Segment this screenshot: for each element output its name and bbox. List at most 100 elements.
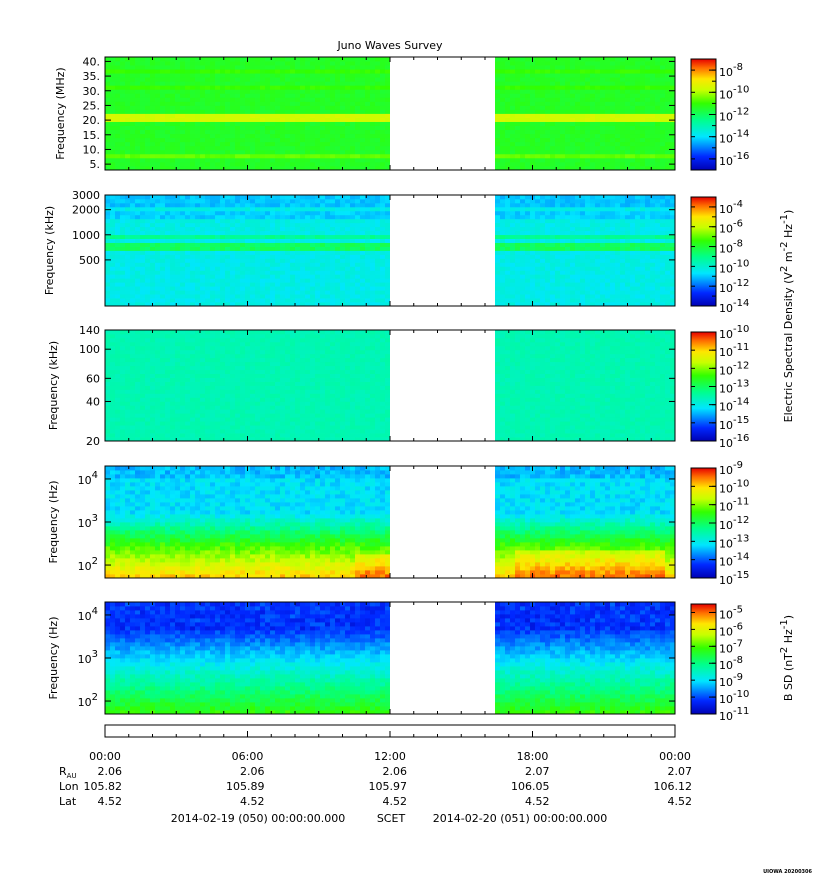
colorbar-gradient bbox=[690, 603, 717, 715]
data-gap bbox=[390, 602, 495, 714]
colorbar-tick-label: 10-11 bbox=[719, 342, 749, 359]
panel-2: 500 1000 2000 3000 Frequency (kHz) 10-4 10-6 10… bbox=[43, 189, 749, 315]
y-tick-label: 10. bbox=[83, 143, 101, 156]
y-tick-label: 5. bbox=[90, 158, 101, 171]
footer-scet-label: SCET bbox=[377, 812, 406, 825]
colorbar-panel-1: 10-8 10-10 10-12 10-14 10-16 bbox=[690, 58, 749, 171]
electric-spectral-density-label: Electric Spectral Density (V2 m-2 Hz-1) bbox=[779, 210, 795, 423]
credit-text: UIOWA 20200306 bbox=[763, 869, 812, 875]
colorbar-tick-label: 10-6 bbox=[719, 621, 743, 638]
ephemeris-value: 4.52 bbox=[98, 795, 123, 808]
spectrogram-panel-4 bbox=[105, 466, 676, 579]
colorbar-tick-label: 10-11 bbox=[719, 497, 749, 514]
ephemeris-value: 2.06 bbox=[383, 765, 408, 778]
colorbar-tick-label: 10-12 bbox=[719, 278, 749, 295]
colorbar-tick-label: 10-6 bbox=[719, 219, 743, 236]
x-tick-label: 18:00 bbox=[517, 750, 549, 763]
panel-5: 102 103 104 Frequency (Hz) 10-510-610-710-81… bbox=[47, 601, 749, 723]
ephemeris-value: 105.89 bbox=[226, 780, 265, 793]
data-gap bbox=[390, 330, 495, 441]
ephemeris-value: 106.05 bbox=[511, 780, 550, 793]
spectrogram-panel-2 bbox=[105, 195, 676, 307]
colorbar-tick-label: 10-12 bbox=[719, 107, 749, 124]
colorbar-tick-label: 10-11 bbox=[719, 706, 749, 723]
y-axis-label: Frequency (kHz) bbox=[43, 206, 56, 295]
ephemeris-value: 4.52 bbox=[240, 795, 265, 808]
y-axis-label: Frequency (MHz) bbox=[54, 67, 67, 159]
colorbar-tick-label: 10-15 bbox=[719, 570, 749, 587]
footer-start-time: 2014-02-19 (050) 00:00:00.000 bbox=[171, 812, 345, 825]
y-tick-label: 104 bbox=[78, 606, 98, 623]
colorbar-tick-label: 10-14 bbox=[719, 129, 749, 146]
colorbar-tick-label: 10-12 bbox=[719, 515, 749, 532]
colorbar-tick-label: 10-8 bbox=[719, 239, 743, 256]
x-tick-label: 00:00 bbox=[659, 750, 691, 763]
y-tick-label: 2000 bbox=[72, 204, 100, 217]
b-sd-label: B SD (nT2 Hz-1) bbox=[779, 615, 795, 701]
colorbar-tick-label: 10-8 bbox=[719, 655, 743, 672]
time-axis: 00:00 06:00 12:00 18:00 00:00 bbox=[89, 724, 691, 763]
ephemeris-row-label: Lat bbox=[59, 795, 77, 808]
y-tick-label: 104 bbox=[78, 470, 98, 487]
x-tick-label: 12:00 bbox=[374, 750, 406, 763]
colorbar-tick-label: 10-15 bbox=[719, 415, 749, 432]
colorbar-tick-label: 10-16 bbox=[719, 433, 749, 450]
y-tick-label: 102 bbox=[78, 556, 98, 573]
y-tick-label: 20. bbox=[83, 114, 101, 127]
y-tick-label: 25. bbox=[83, 99, 101, 112]
ephemeris-row-label: RAU bbox=[59, 765, 77, 780]
spectrogram-panel-5 bbox=[105, 602, 676, 715]
y-tick-label: 140 bbox=[79, 324, 100, 337]
colorbar-tick-label: 10-14 bbox=[719, 298, 749, 315]
colorbar-tick-label: 10-5 bbox=[719, 604, 743, 621]
y-tick-label: 15. bbox=[83, 129, 101, 142]
y-tick-label: 3000 bbox=[72, 189, 100, 202]
colorbar-gradient bbox=[690, 196, 717, 307]
colorbar-tick-label: 10-14 bbox=[719, 397, 749, 414]
ephemeris-value: 2.06 bbox=[98, 765, 123, 778]
colorbar-tick-label: 10-12 bbox=[719, 360, 749, 377]
colorbar-tick-label: 10-4 bbox=[719, 199, 743, 216]
y-axis-label: Frequency (kHz) bbox=[47, 341, 60, 430]
y-axis-label: Frequency (Hz) bbox=[47, 617, 60, 700]
colorbar-tick-label: 10-10 bbox=[719, 478, 749, 495]
ephemeris-row-label: Lon bbox=[59, 780, 79, 793]
y-tick-label: 35. bbox=[83, 70, 101, 83]
ephemeris-value: 2.07 bbox=[668, 765, 693, 778]
chart-title: Juno Waves Survey bbox=[336, 39, 443, 52]
colorbar-tick-label: 10-10 bbox=[719, 84, 749, 101]
colorbar-tick-label: 10-14 bbox=[719, 552, 749, 569]
y-tick-label: 103 bbox=[78, 649, 98, 666]
y-tick-label: 40 bbox=[86, 395, 100, 408]
y-tick-label: 102 bbox=[78, 692, 98, 709]
colorbar-tick-label: 10-16 bbox=[719, 151, 749, 168]
panels: 5. 10.15. 20. 25.30. 35. 40. Frequency (MHz) 10… bbox=[43, 55, 795, 723]
ephemeris-value: 4.52 bbox=[668, 795, 693, 808]
data-gap bbox=[390, 57, 495, 170]
ephemeris-table: RAU 2.06 2.06 2.06 2.07 2.07 Lon 105.82 105.89 10… bbox=[59, 765, 692, 808]
panel-1: 5. 10.15. 20. 25.30. 35. 40. Frequency (MHz) 10… bbox=[54, 55, 749, 171]
ephemeris-value: 106.12 bbox=[654, 780, 693, 793]
y-tick-label: 1000 bbox=[72, 229, 100, 242]
ephemeris-value: 4.52 bbox=[383, 795, 408, 808]
colorbar-tick-label: 10-9 bbox=[719, 460, 743, 477]
ephemeris-value: 4.52 bbox=[525, 795, 550, 808]
colorbar-tick-label: 10-10 bbox=[719, 324, 749, 341]
footer-end-time: 2014-02-20 (051) 00:00:00.000 bbox=[433, 812, 607, 825]
colorbar-tick-label: 10-13 bbox=[719, 533, 749, 550]
ephemeris-value: 105.82 bbox=[84, 780, 123, 793]
data-gap bbox=[390, 466, 495, 578]
ephemeris-value: 2.07 bbox=[525, 765, 550, 778]
x-tick-label: 06:00 bbox=[232, 750, 264, 763]
y-tick-label: 500 bbox=[79, 254, 100, 267]
y-tick-label: 20 bbox=[86, 435, 100, 448]
colorbar-tick-label: 10-10 bbox=[719, 689, 749, 706]
ephemeris-value: 2.06 bbox=[240, 765, 265, 778]
y-axis-label: Frequency (Hz) bbox=[47, 481, 60, 564]
data-gap bbox=[390, 195, 495, 306]
ephemeris-value: 105.97 bbox=[369, 780, 408, 793]
